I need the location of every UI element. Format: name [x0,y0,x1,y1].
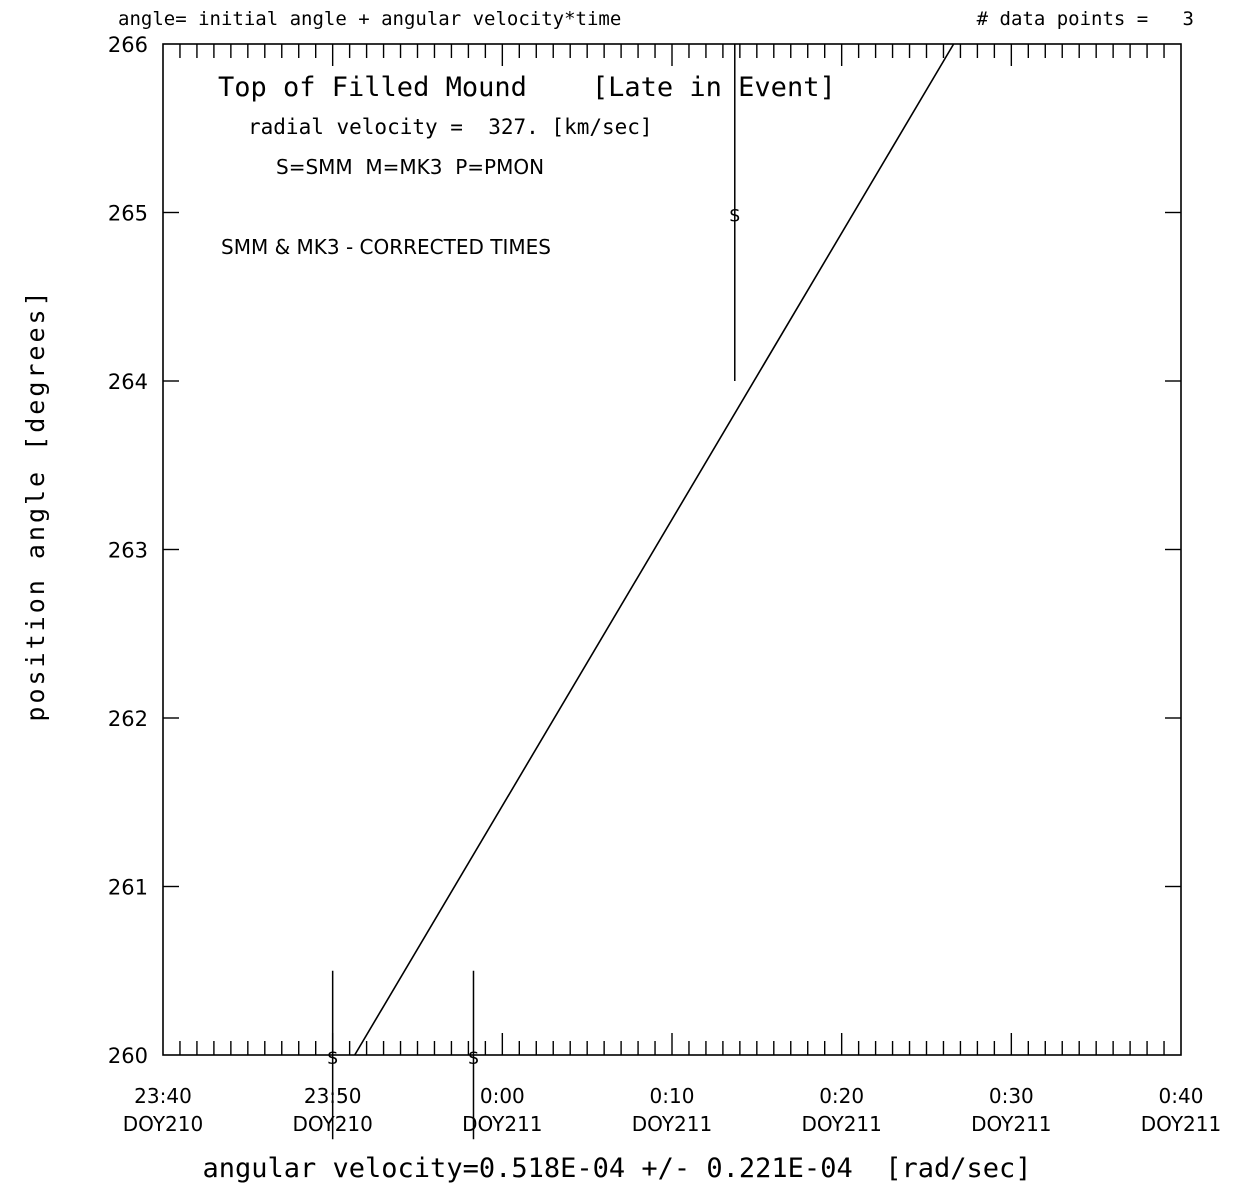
x-axis-label: angular velocity=0.518E-04 +/- 0.221E-04… [202,1153,1031,1184]
y-tick-label: 263 [108,539,148,563]
chart-legend: S=SMM M=MK3 P=PMON [276,155,544,179]
x-tick-label-time: 0:00 [480,1084,525,1108]
x-tick-label-time: 23:40 [134,1084,192,1108]
x-tick-label-day: DOY211 [971,1112,1051,1136]
data-point-marker: S [729,207,740,227]
plot-frame [162,43,1182,1056]
y-tick-label: 262 [108,707,148,731]
data-point-marker: S [468,1049,479,1069]
chart-note: SMM & MK3 - CORRECTED TIMES [221,235,551,259]
x-tick-label-day: DOY211 [1141,1112,1221,1136]
y-tick-label: 260 [108,1044,148,1068]
x-tick-label-time: 0:10 [650,1084,695,1108]
fit-line [354,43,955,1056]
y-tick-label: 266 [108,33,148,57]
y-tick-label: 264 [108,370,148,394]
header-right-text: # data points = 3 [977,8,1194,30]
x-tick-label-time: 0:30 [989,1084,1034,1108]
x-tick-label-day: DOY210 [123,1112,203,1136]
x-tick-label-day: DOY211 [632,1112,712,1136]
x-tick-label-day: DOY211 [462,1112,542,1136]
chart-subtitle: radial velocity = 327. [km/sec] [248,115,653,139]
y-tick-label: 265 [108,202,148,226]
chart-title: Top of Filled Mound [Late in Event] [218,72,836,103]
x-tick-label-time: 0:40 [1159,1084,1204,1108]
y-tick-label: 261 [108,876,148,900]
header-left-text: angle= initial angle + angular velocity*… [118,8,621,30]
data-point-marker: S [327,1049,338,1069]
x-tick-label-day: DOY211 [801,1112,881,1136]
y-axis-label: position angle [degrees] [21,288,50,721]
x-tick-label-time: 0:20 [819,1084,864,1108]
data-marks: S S S [327,43,955,1140]
axis-ticks: 23:40DOY21023:50DOY2100:00DOY2110:10DOY2… [108,33,1221,1136]
